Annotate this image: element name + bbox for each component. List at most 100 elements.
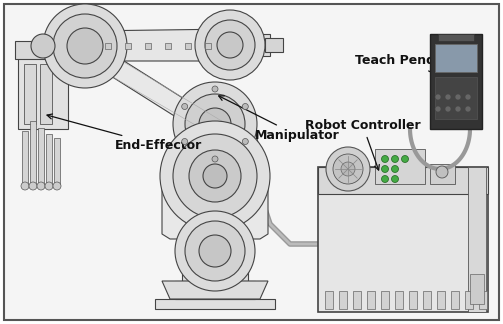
Circle shape [200, 236, 230, 266]
Circle shape [445, 94, 451, 100]
Bar [205, 43, 211, 49]
Circle shape [217, 32, 243, 58]
Circle shape [401, 156, 408, 163]
Bar [185, 43, 191, 49]
Circle shape [37, 182, 45, 190]
Bar [451, 291, 459, 309]
Bar [145, 43, 151, 49]
Bar [437, 291, 445, 309]
Bar [438, 34, 474, 41]
Bar [38, 128, 44, 186]
Bar [105, 43, 111, 49]
Circle shape [189, 225, 241, 277]
Bar [325, 291, 333, 309]
Text: End-Effector: End-Effector [47, 114, 202, 152]
Circle shape [182, 103, 188, 110]
Polygon shape [68, 49, 232, 129]
Circle shape [203, 164, 227, 188]
Bar [367, 291, 375, 309]
Circle shape [381, 156, 388, 163]
Circle shape [187, 223, 243, 279]
Bar [375, 149, 425, 184]
FancyBboxPatch shape [4, 4, 499, 320]
Bar [24, 64, 36, 124]
Bar [430, 164, 455, 184]
Circle shape [173, 82, 257, 166]
Circle shape [173, 134, 257, 218]
Bar [353, 291, 361, 309]
Circle shape [199, 235, 231, 267]
Bar [170, 176, 260, 236]
Bar [125, 43, 131, 49]
Bar [465, 291, 473, 309]
Bar [265, 38, 283, 52]
Polygon shape [162, 129, 268, 239]
Circle shape [31, 34, 55, 58]
Bar [40, 64, 52, 124]
Bar [468, 167, 486, 312]
Polygon shape [53, 31, 85, 61]
Circle shape [242, 138, 248, 145]
Circle shape [212, 156, 218, 162]
Circle shape [201, 237, 229, 265]
Bar [175, 281, 255, 299]
Bar [230, 34, 270, 56]
Bar [318, 167, 488, 194]
Bar [339, 291, 347, 309]
Polygon shape [195, 124, 235, 251]
Circle shape [185, 94, 245, 154]
Circle shape [435, 106, 441, 112]
Bar [435, 77, 477, 119]
Bar [54, 138, 60, 186]
Circle shape [195, 10, 265, 80]
Bar [409, 291, 417, 309]
Circle shape [21, 182, 29, 190]
Circle shape [29, 182, 37, 190]
Bar [318, 167, 488, 312]
Polygon shape [162, 281, 268, 299]
Circle shape [391, 156, 398, 163]
Circle shape [391, 166, 398, 172]
Bar [165, 43, 171, 49]
Bar [46, 134, 52, 186]
Circle shape [465, 106, 471, 112]
Bar [430, 34, 482, 129]
Circle shape [199, 108, 231, 140]
Circle shape [179, 215, 251, 287]
Circle shape [381, 166, 388, 172]
Bar [470, 274, 484, 304]
Bar [18, 54, 68, 129]
Bar [30, 121, 36, 186]
Circle shape [53, 182, 61, 190]
Circle shape [175, 211, 255, 291]
Circle shape [43, 4, 127, 88]
Text: Robot Controller: Robot Controller [305, 119, 421, 170]
Bar [22, 131, 28, 186]
Circle shape [182, 138, 188, 145]
Circle shape [333, 154, 363, 184]
Circle shape [67, 28, 103, 64]
Circle shape [189, 150, 241, 202]
Circle shape [381, 176, 388, 182]
Circle shape [160, 121, 270, 231]
Bar [435, 44, 477, 72]
Circle shape [177, 213, 253, 289]
Circle shape [45, 182, 53, 190]
Circle shape [435, 94, 441, 100]
Circle shape [341, 162, 355, 176]
Bar [182, 261, 248, 281]
Circle shape [242, 103, 248, 110]
Circle shape [465, 94, 471, 100]
Bar [395, 291, 403, 309]
Circle shape [326, 147, 370, 191]
Circle shape [212, 86, 218, 92]
Circle shape [391, 176, 398, 182]
Circle shape [436, 166, 448, 178]
Circle shape [455, 94, 461, 100]
Circle shape [205, 20, 255, 70]
Circle shape [53, 14, 117, 78]
Polygon shape [85, 29, 235, 61]
Bar [155, 299, 275, 309]
Text: Manipulator: Manipulator [219, 96, 340, 142]
Bar [381, 291, 389, 309]
